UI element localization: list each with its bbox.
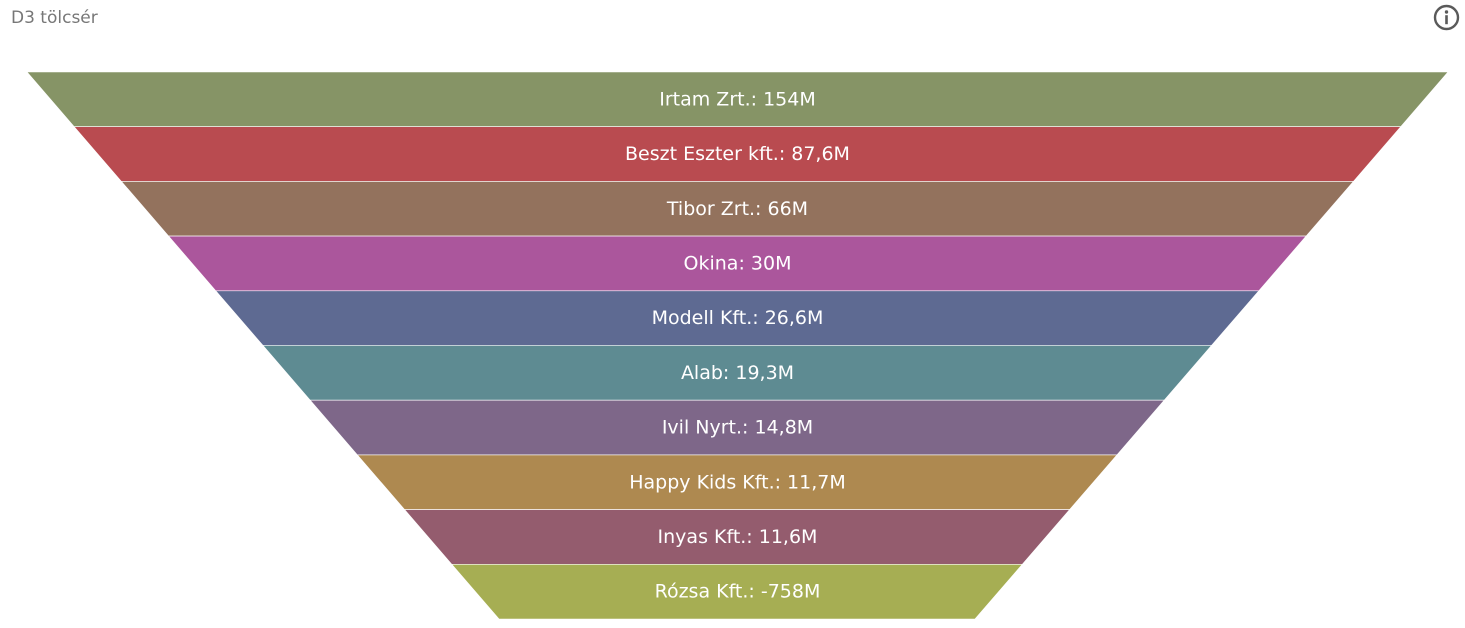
funnel-segment-label: Irtam Zrt.: 154M [659, 88, 815, 110]
funnel-segment-label: Happy Kids Kft.: 11,7M [629, 471, 846, 493]
funnel-segment-label: Tibor Zrt.: 66M [666, 198, 808, 220]
widget-title: D3 tölcsér [11, 8, 98, 28]
funnel-segment[interactable] [451, 563, 1023, 620]
funnel-segment-label: Inyas Kft.: 11,6M [658, 526, 818, 548]
info-button[interactable] [1433, 4, 1460, 31]
funnel-segment-label: Okina: 30M [684, 252, 792, 274]
funnel-segment-label: Ivil Nyrt.: 14,8M [662, 417, 813, 439]
info-circle-icon [1433, 4, 1460, 31]
funnel-segment-label: Rózsa Kft.: -758M [655, 581, 821, 603]
funnel-segment-label: Modell Kft.: 26,6M [652, 307, 824, 329]
funnel-segment-label: Beszt Eszter kft.: 87,6M [625, 143, 850, 165]
funnel-segment-label: Alab: 19,3M [681, 362, 794, 384]
